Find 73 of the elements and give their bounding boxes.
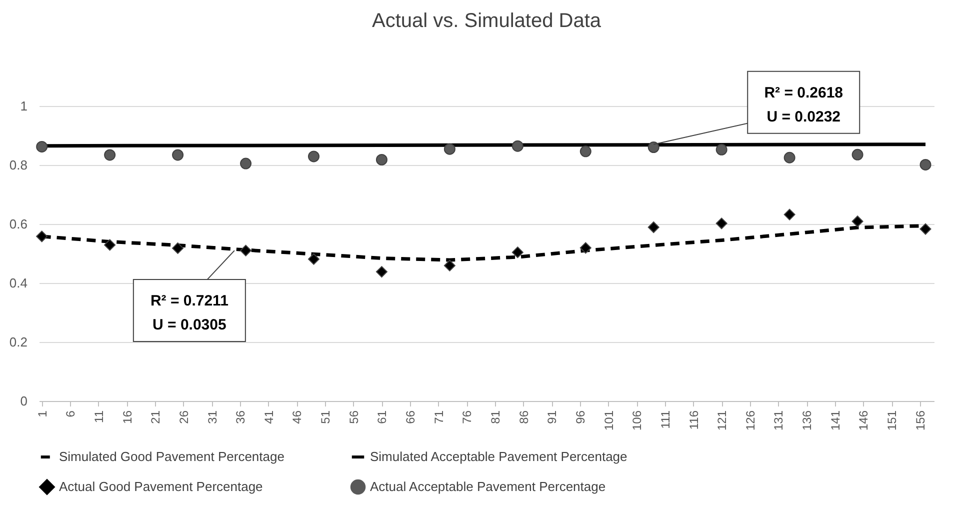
y-tick-label: 0.2 xyxy=(9,334,28,350)
point xyxy=(240,158,252,170)
x-tick-label: 16 xyxy=(120,410,134,424)
x-tick-label: 116 xyxy=(686,410,701,430)
point xyxy=(648,222,660,233)
legend-label: Actual Acceptable Pavement Percentage xyxy=(370,479,606,494)
annotation: R² = 0.2618 U = 0.0232 xyxy=(764,84,844,126)
x-tick-label: 141 xyxy=(828,410,842,431)
point xyxy=(444,143,456,155)
x-tick-label: 106 xyxy=(630,410,644,431)
x-tick-label: 146 xyxy=(856,410,871,431)
x-tick-label: 66 xyxy=(404,410,418,424)
point xyxy=(308,150,320,162)
x-tick-label: 1 xyxy=(35,410,50,418)
y-tick-label: 0.6 xyxy=(9,216,28,232)
point xyxy=(444,260,456,272)
legend-label: Simulated Good Pavement Percentage xyxy=(59,449,284,464)
x-tick-label: 11 xyxy=(92,410,106,423)
x-tick-label: 126 xyxy=(743,410,758,431)
x-tick-label: 136 xyxy=(800,410,814,431)
x-tick-label: 41 xyxy=(262,410,276,424)
point xyxy=(784,152,796,164)
x-tick-label: 46 xyxy=(290,410,304,424)
x-tick-label: 56 xyxy=(346,410,361,424)
point xyxy=(240,244,252,256)
legend-label: Simulated Acceptable Pavement Percentage xyxy=(370,449,628,464)
x-tick-label: 111 xyxy=(658,410,672,429)
y-tick-label: 0.4 xyxy=(9,276,28,290)
point xyxy=(852,216,864,228)
point xyxy=(784,208,796,220)
y-tick-label: 1 xyxy=(20,98,28,114)
x-tick-label: 151 xyxy=(885,410,900,431)
x-tick-label: 36 xyxy=(234,410,248,424)
x-tick-label: 21 xyxy=(148,410,163,424)
x-tick-label: 121 xyxy=(715,410,730,431)
point xyxy=(852,148,864,160)
point xyxy=(512,246,524,258)
point xyxy=(716,218,728,230)
point xyxy=(920,223,932,235)
point xyxy=(308,253,320,265)
point xyxy=(580,146,592,158)
x-tick-label: 61 xyxy=(375,410,390,424)
point xyxy=(920,158,932,170)
x-tick-label: 6 xyxy=(64,410,78,418)
x-tick-label: 76 xyxy=(460,410,474,424)
y-tick-label: 0.8 xyxy=(9,158,28,172)
annotation: R² = 0.7211 U = 0.0305 xyxy=(150,292,228,334)
x-tick-label: 101 xyxy=(602,410,616,431)
point xyxy=(36,230,48,242)
point xyxy=(580,242,592,254)
point xyxy=(376,266,388,278)
point xyxy=(104,149,116,161)
legend-label: Actual Good Pavement Percentage xyxy=(59,479,263,494)
x-tick-label: 26 xyxy=(176,410,191,424)
point xyxy=(648,142,660,154)
point xyxy=(716,144,728,156)
x-tick-label: 71 xyxy=(432,410,446,424)
point xyxy=(104,239,116,251)
x-tick-label: 86 xyxy=(516,410,531,424)
x-tick-label: 31 xyxy=(205,410,220,424)
x-tick-label: 91 xyxy=(545,410,560,424)
y-tick-label: 0 xyxy=(20,394,28,408)
x-tick-label: 131 xyxy=(772,410,786,431)
point xyxy=(376,154,388,166)
point xyxy=(36,140,48,152)
chart-title: Actual vs. Simulated Data xyxy=(372,10,602,32)
x-tick-label: 81 xyxy=(488,410,502,424)
point xyxy=(172,242,184,254)
x-tick-label: 51 xyxy=(318,410,333,424)
point xyxy=(172,149,184,161)
x-tick-label: 156 xyxy=(913,410,928,431)
x-tick-label: 96 xyxy=(573,410,588,424)
point xyxy=(512,140,524,152)
